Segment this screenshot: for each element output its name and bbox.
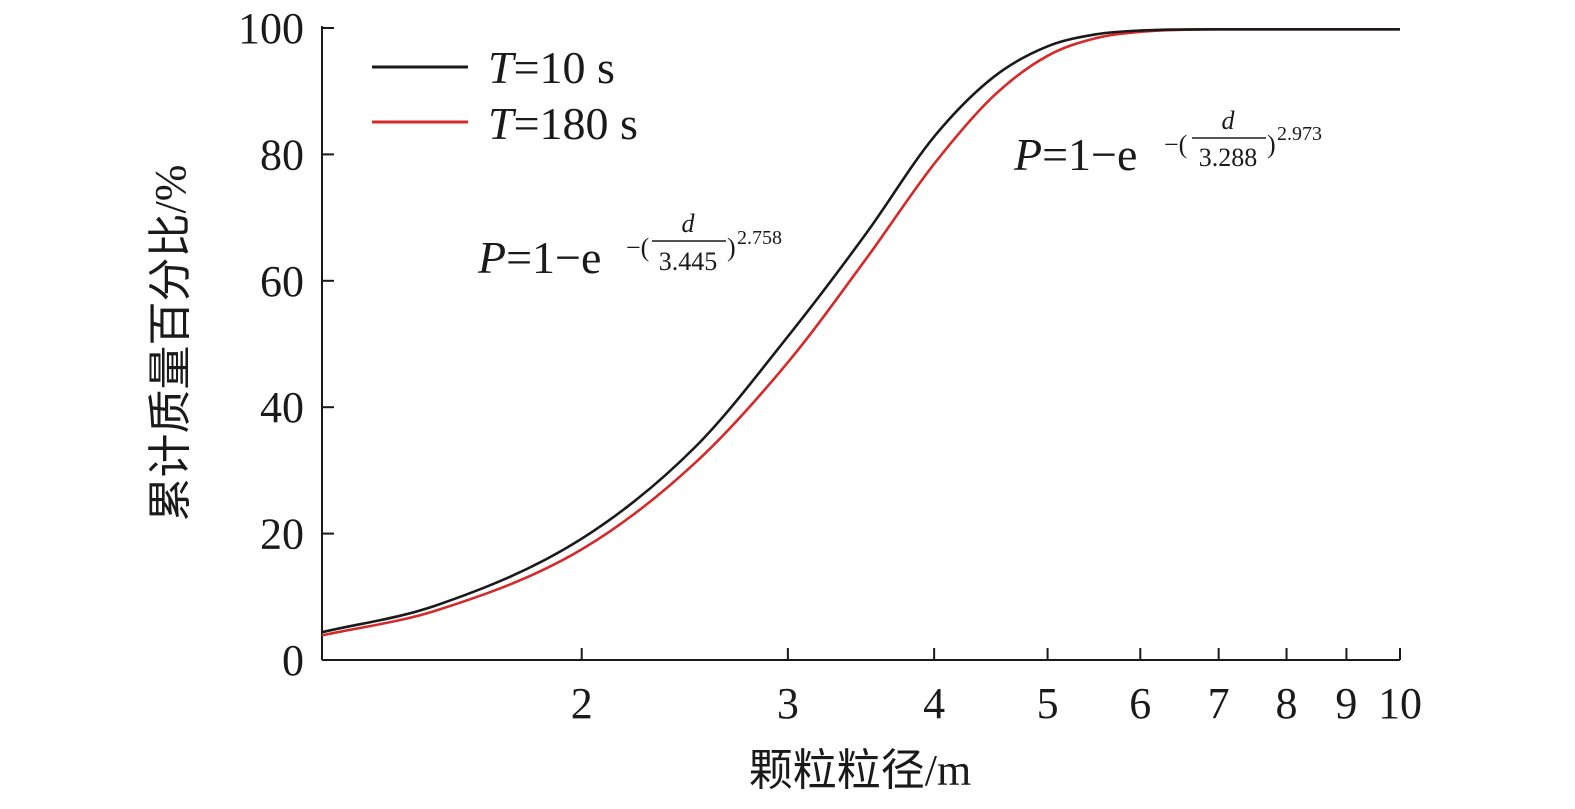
x-tick-label: 3 — [777, 679, 799, 728]
annotation-2-denominator: 3.288 — [1199, 143, 1258, 172]
y-tick-label: 40 — [260, 383, 304, 432]
y-axis-label: 累计质量百分比/% — [146, 165, 195, 522]
x-tick-label: 6 — [1129, 679, 1151, 728]
series-line-t180 — [321, 27, 1400, 637]
x-tick-label: 10 — [1378, 679, 1422, 728]
x-tick-label: 4 — [923, 679, 945, 728]
x-ticks: 2 3 4 5 6 7 8 9 10 — [571, 648, 1422, 728]
annotation-fit-1: P=1−e −( d 3.445 ) 2.758 — [477, 209, 782, 283]
annotation-2-main: P=1−e — [1013, 129, 1137, 180]
y-tick-label: 100 — [238, 4, 304, 53]
annotation-2-close: ) — [1267, 130, 1276, 159]
annotation-1-close: ) — [727, 233, 736, 262]
y-tick-label: 20 — [260, 510, 304, 559]
x-tick-label: 2 — [571, 679, 593, 728]
legend: T=10 s T=180 s — [372, 42, 638, 149]
x-tick-label: 8 — [1276, 679, 1298, 728]
annotation-1-main: P=1−e — [477, 232, 601, 283]
annotation-1-numerator: d — [682, 209, 696, 238]
series-lines — [321, 27, 1400, 637]
annotation-2-exponent: 2.973 — [1277, 123, 1322, 145]
x-tick-label: 5 — [1037, 679, 1059, 728]
annotation-1-exponent: 2.758 — [737, 227, 782, 249]
y-ticks: 0 20 40 60 80 100 — [238, 4, 334, 685]
annotation-2-numerator: d — [1222, 106, 1236, 135]
legend-label-t10: T=10 s — [488, 42, 615, 93]
x-tick-label: 9 — [1335, 679, 1357, 728]
y-tick-label: 60 — [260, 257, 304, 306]
y-tick-label: 80 — [260, 130, 304, 179]
y-tick-label: 0 — [282, 636, 304, 685]
annotation-2-open: −( — [1164, 130, 1187, 159]
x-axis-label: 颗粒粒径/m — [749, 746, 971, 795]
legend-label-t180: T=180 s — [488, 98, 638, 149]
annotation-1-open: −( — [626, 233, 649, 262]
annotation-fit-2: P=1−e −( d 3.288 ) 2.973 — [1013, 106, 1322, 180]
annotation-1-denominator: 3.445 — [659, 247, 718, 276]
x-tick-label: 7 — [1208, 679, 1230, 728]
series-line-t10 — [321, 27, 1400, 634]
